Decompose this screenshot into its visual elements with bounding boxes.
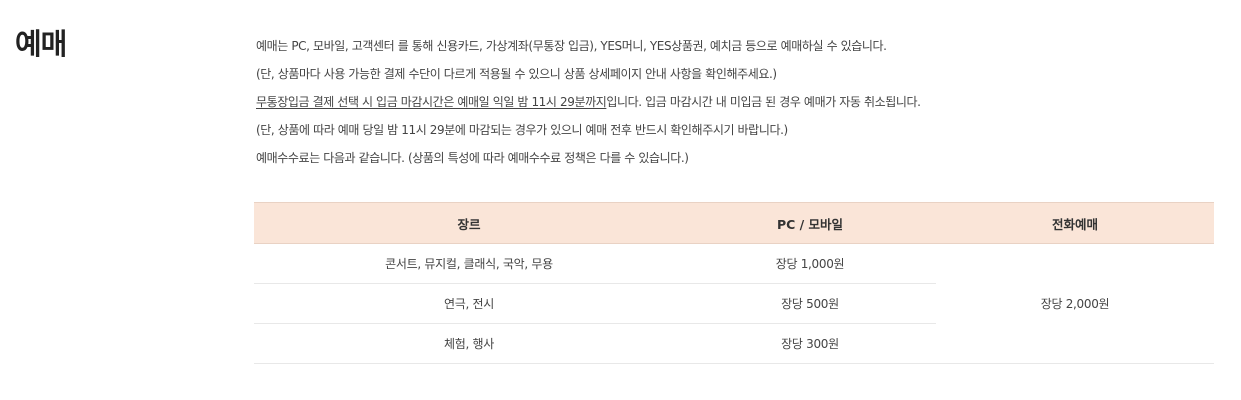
header-phone: 전화예매 <box>936 202 1214 244</box>
genre-cell: 콘서트, 뮤지컬, 클래식, 국악, 무용 <box>254 243 684 284</box>
table-header-row: 장르 PC / 모바일 전화예매 <box>254 202 1214 244</box>
table-row: 콘서트, 뮤지컬, 클래식, 국악, 무용 장당 1,000원 장당 2,000… <box>254 243 1214 364</box>
table-row: 연극, 전시 장당 500원 <box>254 283 1214 324</box>
genre-cell: 연극, 전시 <box>254 283 684 324</box>
deposit-notice-rest: 입니다. 입금 마감시간 내 미입금 된 경우 예매가 자동 취소됩니다. <box>606 95 921 109</box>
table-row: 체험, 행사 장당 300원 <box>254 323 1214 364</box>
genre-cell: 체험, 행사 <box>254 323 684 364</box>
header-pc-mobile: PC / 모바일 <box>684 202 936 244</box>
pc-mobile-fee-cell: 장당 500원 <box>684 283 936 324</box>
pc-mobile-fee-cell: 장당 1,000원 <box>684 243 936 284</box>
pc-mobile-fee-cell: 장당 300원 <box>684 323 936 364</box>
description-line: 예매수수료는 다음과 같습니다. (상품의 특성에 따라 예매수수료 정책은 다… <box>256 151 689 165</box>
section-title: 예매 <box>15 27 67 61</box>
deposit-notice-line: 무통장입금 결제 선택 시 입금 마감시간은 예매일 익일 밤 11시 29분까… <box>256 88 1216 116</box>
booking-fee-table: 장르 PC / 모바일 전화예매 콘서트, 뮤지컬, 클래식, 국악, 무용 장… <box>254 202 1214 364</box>
booking-description: 예매는 PC, 모바일, 고객센터 를 통해 신용카드, 가상계좌(무통장 입금… <box>256 32 1216 172</box>
phone-fee-cell: 장당 2,000원 <box>936 243 1214 364</box>
deposit-deadline-notice: 무통장입금 결제 선택 시 입금 마감시간은 예매일 익일 밤 11시 29분까… <box>256 95 607 109</box>
header-genre: 장르 <box>254 202 684 244</box>
description-line: (단, 상품마다 사용 가능한 결제 수단이 다르게 적용될 수 있으니 상품 … <box>256 67 777 81</box>
description-line: 예매는 PC, 모바일, 고객센터 를 통해 신용카드, 가상계좌(무통장 입금… <box>256 39 887 53</box>
description-line: (단, 상품에 따라 예매 당일 밤 11시 29분에 마감되는 경우가 있으니… <box>256 123 788 137</box>
